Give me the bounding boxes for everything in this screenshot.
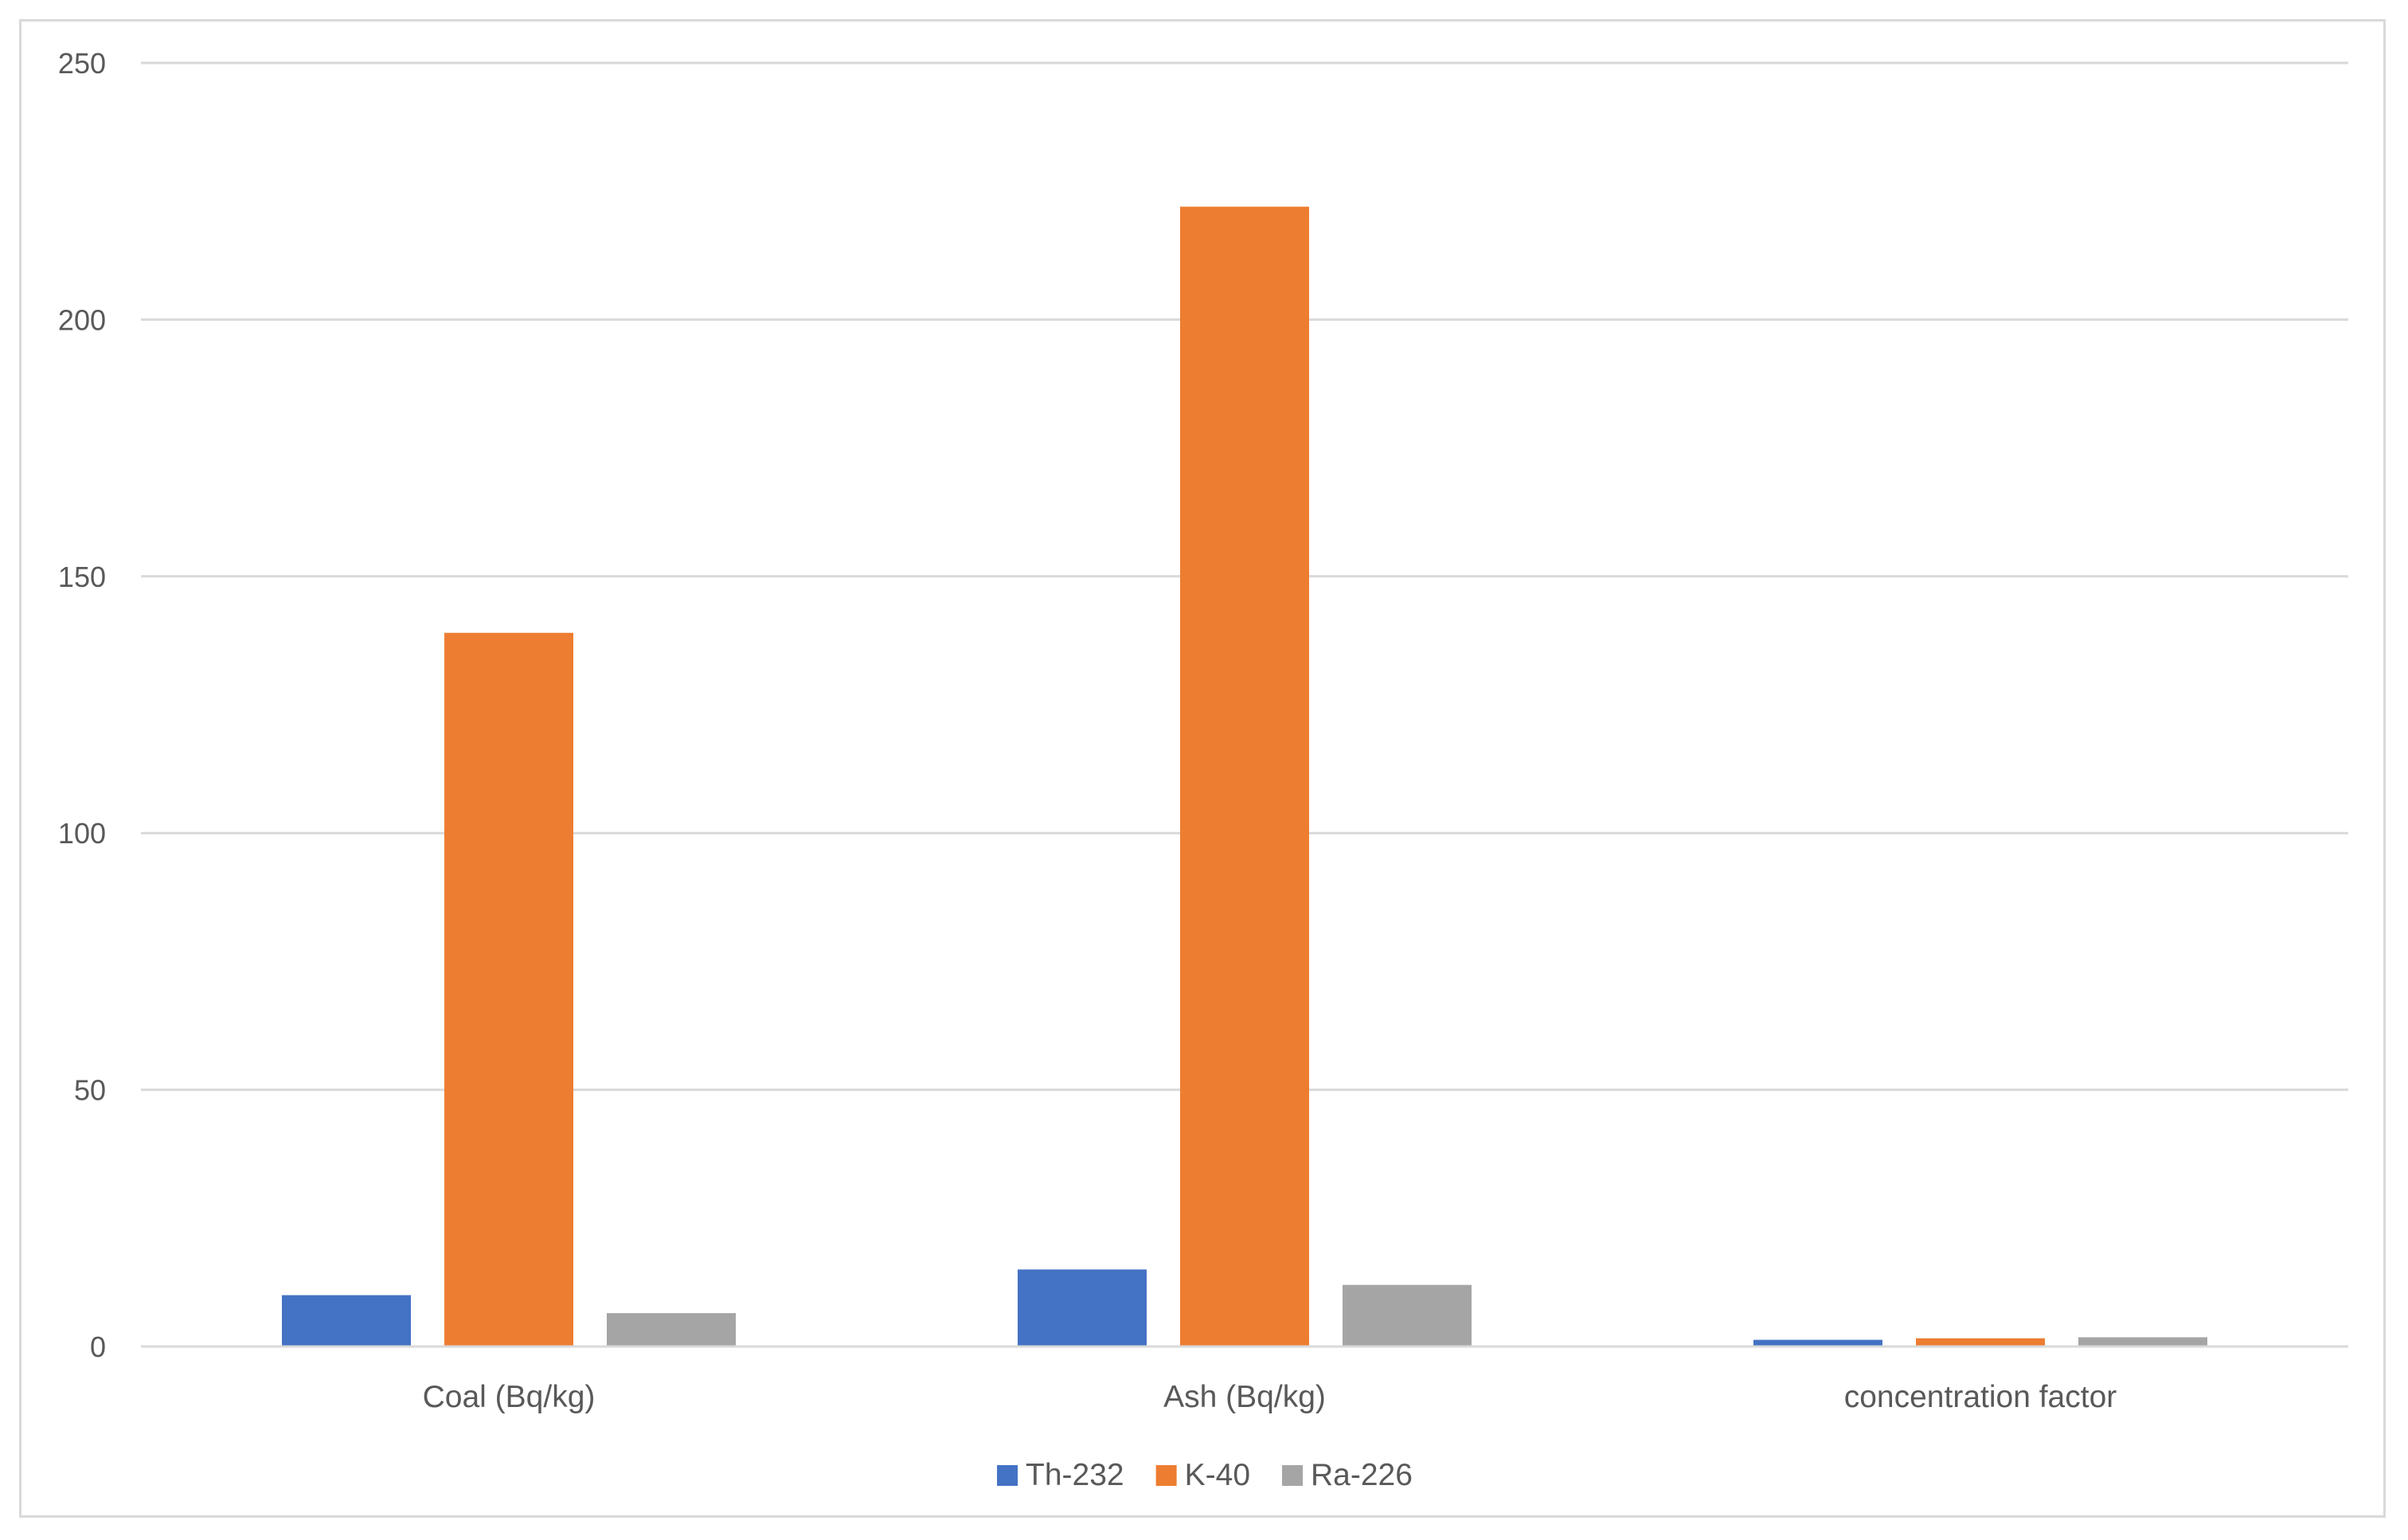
x-category-label: Coal (Bq/kg) xyxy=(423,1380,596,1414)
chart-frame: 0 50 100 150 200 250 Coal (Bq/kg) Ash (Bq/kg) c… xyxy=(19,19,2386,1518)
x-axis-category-labels: Coal (Bq/kg) Ash (Bq/kg) concentration fac… xyxy=(423,1380,2117,1414)
x-category-label: concentration factor xyxy=(1844,1380,2117,1414)
x-category-label: Ash (Bq/kg) xyxy=(1163,1380,1326,1414)
y-tick-label: 50 xyxy=(74,1074,106,1107)
bar-k-40-1 xyxy=(444,632,573,1347)
legend-swatch xyxy=(1282,1465,1304,1486)
bar-ra-226-3 xyxy=(2078,1337,2207,1347)
legend-swatch xyxy=(997,1465,1018,1486)
bar-th-232-2 xyxy=(1018,1269,1147,1347)
legend-swatch xyxy=(1155,1465,1177,1486)
y-tick-label: 0 xyxy=(90,1331,106,1363)
bars xyxy=(282,206,2207,1347)
legend-item-ra-226: Ra-226 xyxy=(1282,1458,1413,1492)
y-tick-label: 200 xyxy=(58,303,106,336)
legend: Th-232 K-40 Ra-226 xyxy=(997,1458,1413,1492)
bar-th-232-3 xyxy=(1753,1339,1882,1347)
y-tick-label: 100 xyxy=(58,817,106,850)
legend-item-k-40: K-40 xyxy=(1155,1458,1250,1492)
legend-label: K-40 xyxy=(1185,1458,1250,1492)
bar-ra-226-2 xyxy=(1343,1284,1472,1347)
y-axis-tick-labels: 0 50 100 150 200 250 xyxy=(58,47,106,1363)
y-tick-label: 150 xyxy=(58,561,106,593)
legend-label: Th-232 xyxy=(1026,1458,1124,1492)
legend-label: Ra-226 xyxy=(1311,1458,1413,1492)
legend-item-th-232: Th-232 xyxy=(997,1458,1124,1492)
bar-th-232-1 xyxy=(282,1295,411,1347)
bar-k-40-2 xyxy=(1180,206,1309,1347)
bar-k-40-3 xyxy=(1916,1338,2045,1347)
bar-chart: 0 50 100 150 200 250 Coal (Bq/kg) Ash (Bq/kg) c… xyxy=(58,47,2348,1492)
y-tick-label: 250 xyxy=(58,47,106,80)
bar-ra-226-1 xyxy=(607,1313,736,1347)
